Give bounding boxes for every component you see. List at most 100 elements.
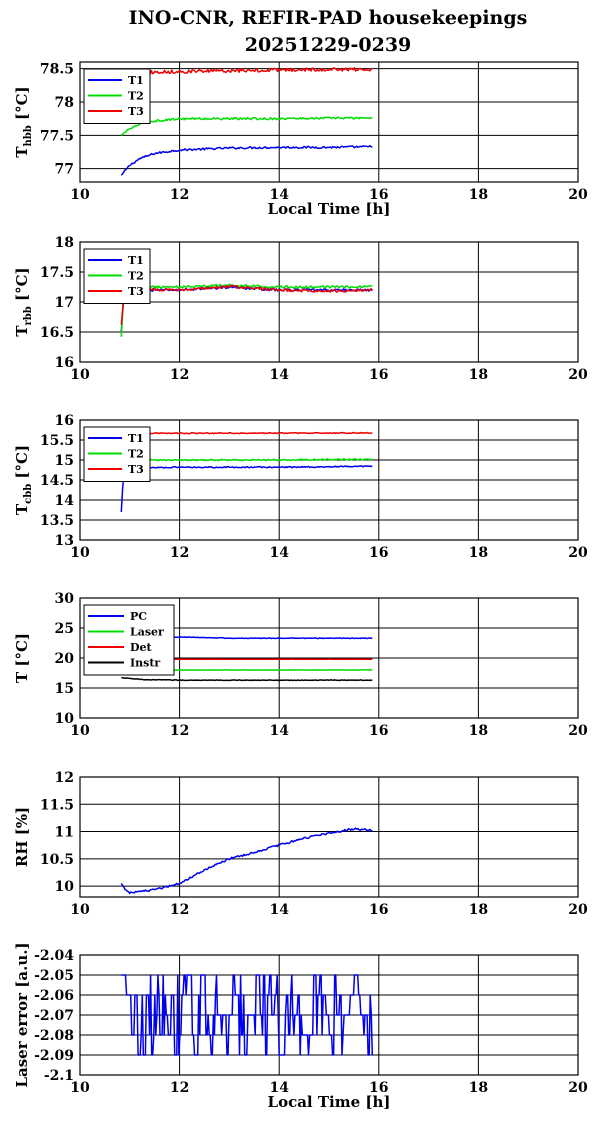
y-tick-label: 20 bbox=[55, 651, 75, 667]
x-tick-label: 18 bbox=[469, 545, 488, 561]
y-tick-label: 17.5 bbox=[40, 265, 74, 281]
x-tick-label: 10 bbox=[70, 902, 90, 918]
panel-4: 10 12 14 16 18 20 10 15 20 25 30 T [°C] PC Laser Det In… bbox=[13, 591, 588, 739]
x-tick-label: 12 bbox=[170, 367, 189, 383]
y-axis-label: Trbb [°C] bbox=[13, 267, 34, 336]
x-tick-label: 18 bbox=[469, 723, 488, 739]
x-tick-label: 18 bbox=[469, 187, 488, 203]
y-tick-label: 14.5 bbox=[40, 473, 74, 489]
x-tick-label: 10 bbox=[70, 723, 90, 739]
legend: T1 T2 T3 bbox=[83, 248, 151, 304]
y-tick-label: 12 bbox=[55, 770, 74, 786]
x-tick-label: 10 bbox=[70, 545, 90, 561]
series-line-t3 bbox=[120, 284, 373, 325]
series-line-t2 bbox=[120, 458, 373, 465]
series-line bbox=[120, 827, 373, 895]
series-line-t2 bbox=[120, 116, 373, 136]
panel-3: 10 12 14 16 18 20 13 13.5 14 14.5 15 15.5 16 Tcbb [°C… bbox=[13, 413, 588, 561]
y-tick-label: 10 bbox=[55, 879, 75, 895]
legend-entry: T3 bbox=[128, 105, 144, 118]
x-tick-label: 18 bbox=[469, 367, 488, 383]
y-tick-label: -2.05 bbox=[34, 968, 74, 984]
x-tick-label: 20 bbox=[568, 187, 588, 203]
series-line-t2 bbox=[120, 283, 373, 337]
y-axis-label: RH [%] bbox=[13, 807, 31, 867]
y-tick-label: -2.09 bbox=[34, 1048, 74, 1064]
x-tick-label: 12 bbox=[170, 1080, 189, 1096]
y-tick-label: 25 bbox=[55, 621, 74, 637]
y-tick-label: 16 bbox=[55, 355, 74, 371]
legend-entry: T1 bbox=[128, 432, 144, 445]
x-tick-label: 20 bbox=[568, 902, 588, 918]
x-tick-label: 16 bbox=[369, 187, 388, 203]
y-axis-label: Laser error [a.u.] bbox=[13, 942, 31, 1087]
x-tick-label: 20 bbox=[568, 545, 588, 561]
series-line-t1 bbox=[120, 465, 373, 513]
y-tick-label: -2.06 bbox=[34, 988, 74, 1004]
x-tick-label: 12 bbox=[170, 187, 189, 203]
x-tick-label: 14 bbox=[269, 545, 289, 561]
y-tick-label: 18 bbox=[55, 235, 74, 251]
figure-title-line1: INO-CNR, REFIR-PAD housekeepings bbox=[129, 7, 528, 29]
x-tick-label: 14 bbox=[269, 367, 289, 383]
x-tick-label: 16 bbox=[369, 367, 388, 383]
y-tick-label: 14 bbox=[55, 493, 75, 509]
x-tick-label: 14 bbox=[269, 723, 289, 739]
plot-frame bbox=[79, 776, 579, 898]
y-tick-label: 15 bbox=[55, 681, 74, 697]
y-tick-label: 78 bbox=[55, 95, 74, 111]
y-tick-label: 30 bbox=[55, 591, 75, 607]
y-tick-label: 17 bbox=[55, 295, 74, 311]
x-tick-label: 10 bbox=[70, 187, 90, 203]
legend-entry: T2 bbox=[128, 270, 144, 283]
plot-area bbox=[80, 62, 578, 182]
legend-entry: PC bbox=[130, 610, 147, 623]
legend-entry: Det bbox=[130, 641, 153, 654]
y-tick-label: 10.5 bbox=[40, 852, 74, 868]
legend: PC Laser Det Instr bbox=[83, 604, 175, 676]
y-tick-label: 10 bbox=[55, 711, 75, 727]
legend-entry: T1 bbox=[128, 74, 144, 87]
legend-entry: T3 bbox=[128, 463, 144, 476]
y-tick-label: -2.1 bbox=[44, 1068, 74, 1084]
y-tick-label: -2.07 bbox=[34, 1008, 74, 1024]
series-line-t3 bbox=[121, 431, 373, 437]
panel-5: 10 12 14 16 18 20 10 10.5 11 11.5 12 RH [%] bbox=[13, 770, 588, 918]
x-tick-label: 12 bbox=[170, 545, 189, 561]
x-tick-label: 18 bbox=[469, 902, 488, 918]
plot-frame bbox=[79, 241, 579, 363]
x-tick-label: 20 bbox=[568, 1080, 588, 1096]
x-tick-label: 16 bbox=[369, 545, 388, 561]
y-tick-label: 13 bbox=[55, 533, 74, 549]
y-tick-label: -2.04 bbox=[34, 948, 74, 964]
legend: T1 T2 T3 bbox=[83, 426, 151, 482]
x-tick-label: 20 bbox=[568, 367, 588, 383]
y-tick-label: -2.08 bbox=[34, 1028, 74, 1044]
y-axis-label: Thbb [°C] bbox=[13, 86, 34, 157]
plot-frame bbox=[79, 61, 579, 183]
series-line-instr bbox=[121, 677, 373, 682]
panel-6: 10 12 14 16 18 20 -2.1 -2.09 -2.08 -2.07 -2.06 -2.0… bbox=[13, 942, 588, 1111]
series-line-t3 bbox=[120, 66, 373, 81]
y-axis-label: T [°C] bbox=[13, 633, 31, 683]
x-tick-label: 14 bbox=[269, 187, 289, 203]
y-tick-label: 16.5 bbox=[40, 325, 74, 341]
plot-frame bbox=[79, 419, 579, 541]
y-tick-label: 15.5 bbox=[40, 433, 74, 449]
x-tick-label: 12 bbox=[170, 723, 189, 739]
legend-entry: T2 bbox=[128, 448, 144, 461]
x-tick-label: 18 bbox=[469, 1080, 488, 1096]
series-line-t1 bbox=[120, 145, 373, 176]
legend-entry: T3 bbox=[128, 285, 144, 298]
plot-frame bbox=[79, 954, 579, 1076]
x-tick-label: 16 bbox=[369, 1080, 388, 1096]
y-tick-label: 16 bbox=[55, 413, 74, 429]
y-tick-label: 77 bbox=[55, 162, 74, 178]
x-tick-label: 12 bbox=[170, 902, 189, 918]
x-tick-label: 14 bbox=[269, 1080, 289, 1096]
y-tick-label: 77.5 bbox=[40, 128, 74, 144]
y-tick-label: 13.5 bbox=[40, 513, 74, 529]
